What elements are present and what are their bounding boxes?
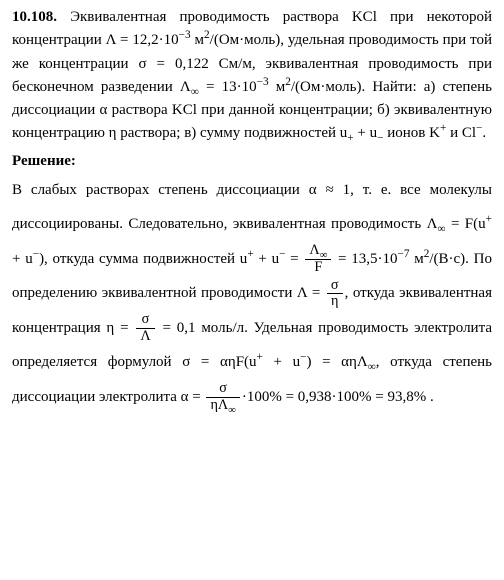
problem-number: 10.108.: [12, 9, 57, 25]
solution-body: В слабых растворах степень диссоциации α…: [12, 173, 492, 415]
problem-statement: 10.108. Эквивалентная проводимость раств…: [12, 6, 492, 146]
solution-title: Решение:: [12, 150, 492, 173]
problem-body: Эквивалентная проводимость раствора KCl …: [12, 9, 492, 141]
page: 10.108. Эквивалентная проводимость раств…: [0, 0, 504, 422]
